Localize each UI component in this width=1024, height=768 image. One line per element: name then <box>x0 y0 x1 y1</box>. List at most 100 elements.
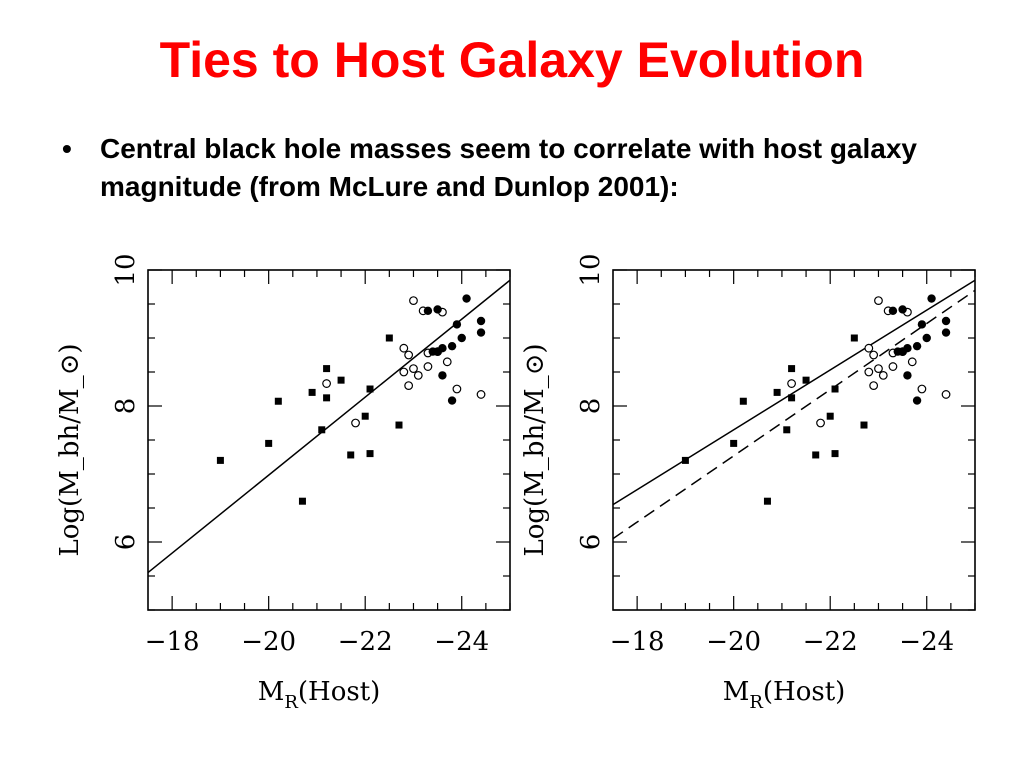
data-point-open-circle <box>351 418 360 428</box>
data-point-filled-circle <box>912 396 922 405</box>
data-point-filled-circle <box>457 333 466 343</box>
data-point-open-circle <box>322 379 331 388</box>
data-point-open-circle <box>888 362 898 371</box>
data-point-filled-circle <box>423 306 433 315</box>
data-point-open-circle <box>864 367 874 377</box>
data-point-square <box>323 394 331 402</box>
data-point-filled-circle <box>447 396 457 405</box>
data-point-square <box>337 376 345 384</box>
data-point-square <box>831 450 839 458</box>
data-point-square <box>730 439 738 447</box>
data-point-square <box>298 497 306 505</box>
data-point-filled-circle <box>903 371 912 380</box>
data-point-square <box>739 397 747 405</box>
data-point-square <box>274 397 282 405</box>
chart-right: −18 −20 −22 −24 6 8 10 MR(Host) Log(M_bh/M_⊙) <box>520 253 976 713</box>
data-point-open-circle <box>442 357 452 367</box>
data-point-filled-circle <box>452 320 462 329</box>
data-point-filled-circle <box>438 344 447 353</box>
data-point-square <box>681 456 689 464</box>
data-point-square <box>347 451 355 459</box>
data-point-filled-circle <box>433 305 442 314</box>
data-point-open-circle <box>816 418 825 428</box>
data-point-square <box>788 365 796 373</box>
y-axis-label: Log(M_bh/M_⊙) <box>55 343 85 556</box>
data-point-open-circle <box>864 343 874 353</box>
data-point-square <box>831 385 839 393</box>
data-point-square <box>826 412 834 420</box>
bullet-text: Central black hole masses seem to correl… <box>100 133 917 202</box>
data-point-open-circle <box>476 390 486 399</box>
x-axis-label-tail: (Host) <box>763 677 845 707</box>
data-point-filled-circle <box>476 316 486 326</box>
data-point-filled-circle <box>941 328 951 337</box>
slide-title: Ties to Host Galaxy Evolution <box>159 32 865 88</box>
data-point-square <box>802 376 810 384</box>
data-point-square <box>318 426 326 434</box>
data-point-square <box>308 388 316 396</box>
data-point-filled-circle <box>903 344 912 353</box>
data-point-square <box>783 426 791 434</box>
data-point-open-circle <box>787 379 796 388</box>
data-point-open-circle <box>399 367 409 377</box>
data-point-filled-circle <box>888 306 898 315</box>
data-point-square <box>366 385 374 393</box>
y-tick-label: 10 <box>576 253 606 286</box>
data-point-square <box>323 365 331 373</box>
data-point-open-circle <box>874 364 883 373</box>
x-axis-label-sub: R <box>284 692 298 713</box>
data-point-square <box>265 439 273 447</box>
x-tick-label: −18 <box>145 627 200 657</box>
x-axis-label-main: M <box>258 677 285 707</box>
y-tick-label: 8 <box>576 398 606 415</box>
data-point-open-circle <box>917 384 927 394</box>
data-point-open-circle <box>404 350 414 360</box>
data-point-filled-circle <box>898 305 907 314</box>
y-axis-label: Log(M_bh/M_⊙) <box>520 343 550 556</box>
data-point-open-circle <box>409 364 418 373</box>
fit-line-solid <box>148 279 510 574</box>
data-point-square <box>773 388 781 396</box>
data-point-filled-circle <box>922 333 931 343</box>
y-tick-label: 10 <box>111 253 141 286</box>
data-point-open-circle <box>869 381 879 391</box>
data-point-square <box>361 412 369 420</box>
y-tick-label: 6 <box>111 534 141 551</box>
x-axis-label-main: M <box>723 677 750 707</box>
data-point-square <box>788 394 796 402</box>
data-point-square <box>850 334 858 342</box>
data-point-filled-circle <box>462 294 471 303</box>
data-point-open-circle <box>941 390 951 399</box>
data-point-square <box>812 451 820 459</box>
x-tick-label: −22 <box>338 627 393 657</box>
x-axis-label-sub: R <box>749 692 763 713</box>
data-point-filled-circle <box>438 371 447 380</box>
data-point-open-circle <box>452 384 462 394</box>
data-point-filled-circle <box>927 294 936 303</box>
data-point-filled-circle <box>447 341 457 351</box>
y-tick-label: 8 <box>111 398 141 415</box>
fit-line-dashed <box>613 289 975 540</box>
data-point-open-circle <box>413 370 423 380</box>
data-point-square <box>216 456 224 464</box>
x-tick-label: −20 <box>706 627 761 657</box>
data-point-square <box>366 450 374 458</box>
x-axis-label: MR(Host) <box>258 677 381 713</box>
data-point-square <box>763 497 771 505</box>
data-point-open-circle <box>874 296 883 305</box>
x-tick-label: −20 <box>241 627 296 657</box>
data-point-filled-circle <box>476 328 486 337</box>
x-tick-label: −24 <box>899 627 954 657</box>
data-point-square <box>385 334 393 342</box>
data-point-open-circle <box>399 343 409 353</box>
chart-left: −18 −20 −22 −24 6 8 10 MR(Host) Log(M_bh/M_⊙) <box>55 253 511 713</box>
x-tick-label: −22 <box>803 627 858 657</box>
data-point-filled-circle <box>941 316 951 326</box>
data-point-filled-circle <box>912 341 922 351</box>
x-tick-label: −24 <box>434 627 489 657</box>
x-axis-label-tail: (Host) <box>298 677 380 707</box>
y-tick-label: 6 <box>576 534 606 551</box>
data-point-filled-circle <box>917 320 927 329</box>
data-point-open-circle <box>869 350 879 360</box>
x-axis-label: MR(Host) <box>723 677 846 713</box>
